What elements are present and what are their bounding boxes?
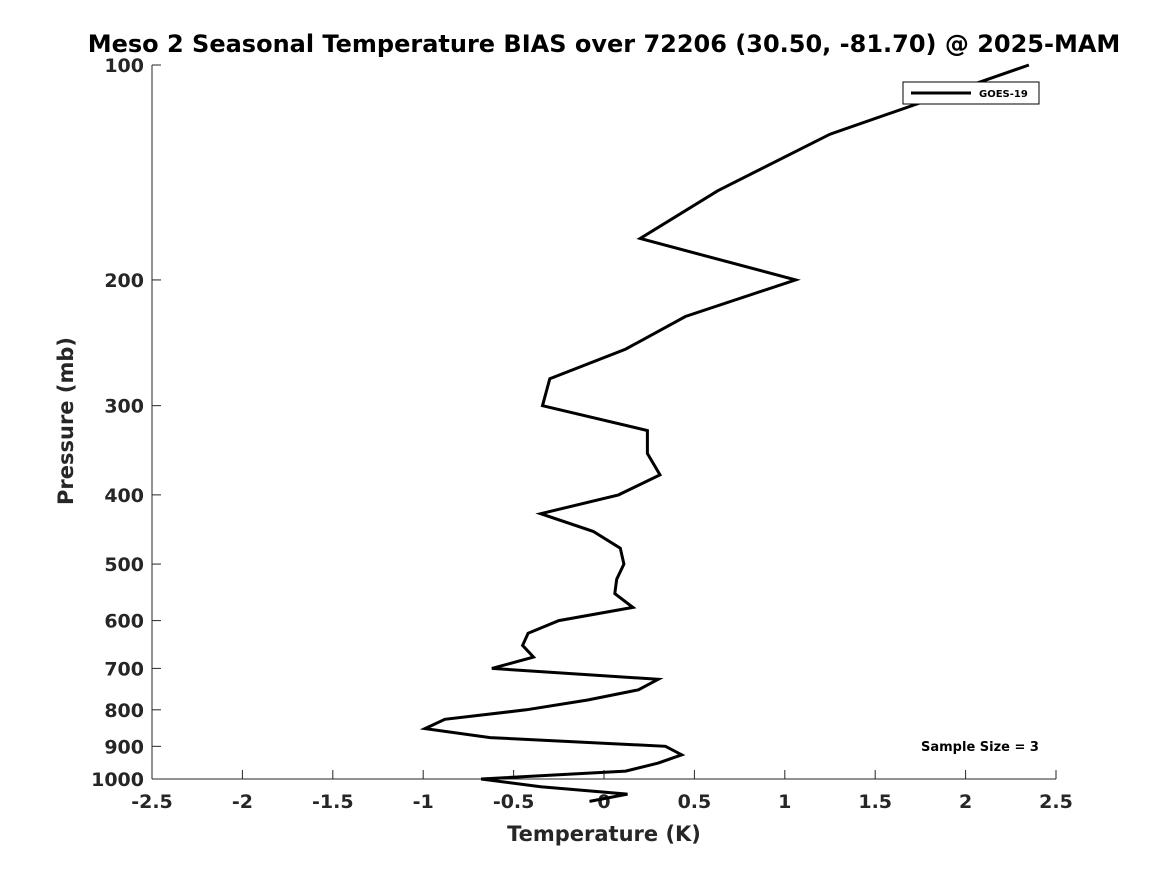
y-axis-label: Pressure (mb): [54, 337, 78, 505]
x-tick-label: 0.5: [678, 791, 712, 813]
x-tick-label: 2: [959, 791, 972, 813]
legend-label-goes-19: GOES-19: [979, 89, 1028, 100]
legend: GOES-19: [902, 81, 1040, 105]
y-tick-label: 100: [104, 55, 144, 77]
x-tick-label: -2.5: [131, 791, 173, 813]
y-tick-label: 200: [104, 270, 144, 292]
x-tick-label: 1.5: [858, 791, 892, 813]
x-tick-label: 0: [597, 791, 610, 813]
series-line-goes-19: [419, 63, 1030, 803]
y-tick-label: 400: [104, 485, 144, 507]
x-tick-label: 1: [778, 791, 791, 813]
y-tick-label: 1000: [91, 769, 144, 791]
y-tick-label: 800: [104, 700, 144, 722]
x-axis-label: Temperature (K): [507, 822, 701, 846]
sample-size-annotation: Sample Size = 3: [921, 740, 1039, 755]
x-tick-label: -1: [413, 791, 434, 813]
x-tick-label: -1.5: [312, 791, 354, 813]
x-tick-label: -2: [232, 791, 253, 813]
x-axis-ticks: -2.5 -2 -1.5 -1 -0.5 0 0.5 1 1.5 2 2.5: [131, 770, 1073, 813]
series-group: [419, 63, 1030, 803]
y-axis-ticks: 100 200 300 400 500 600 700 800 900 1000: [91, 55, 161, 791]
chart-title: Meso 2 Seasonal Temperature BIAS over 72…: [88, 30, 1121, 58]
y-tick-label: 700: [104, 658, 144, 680]
y-tick-label: 600: [104, 611, 144, 633]
y-tick-label: 300: [104, 396, 144, 418]
x-tick-label: 2.5: [1039, 791, 1073, 813]
y-tick-label: 900: [104, 736, 144, 758]
y-tick-label: 500: [104, 554, 144, 576]
x-tick-label: -0.5: [493, 791, 535, 813]
